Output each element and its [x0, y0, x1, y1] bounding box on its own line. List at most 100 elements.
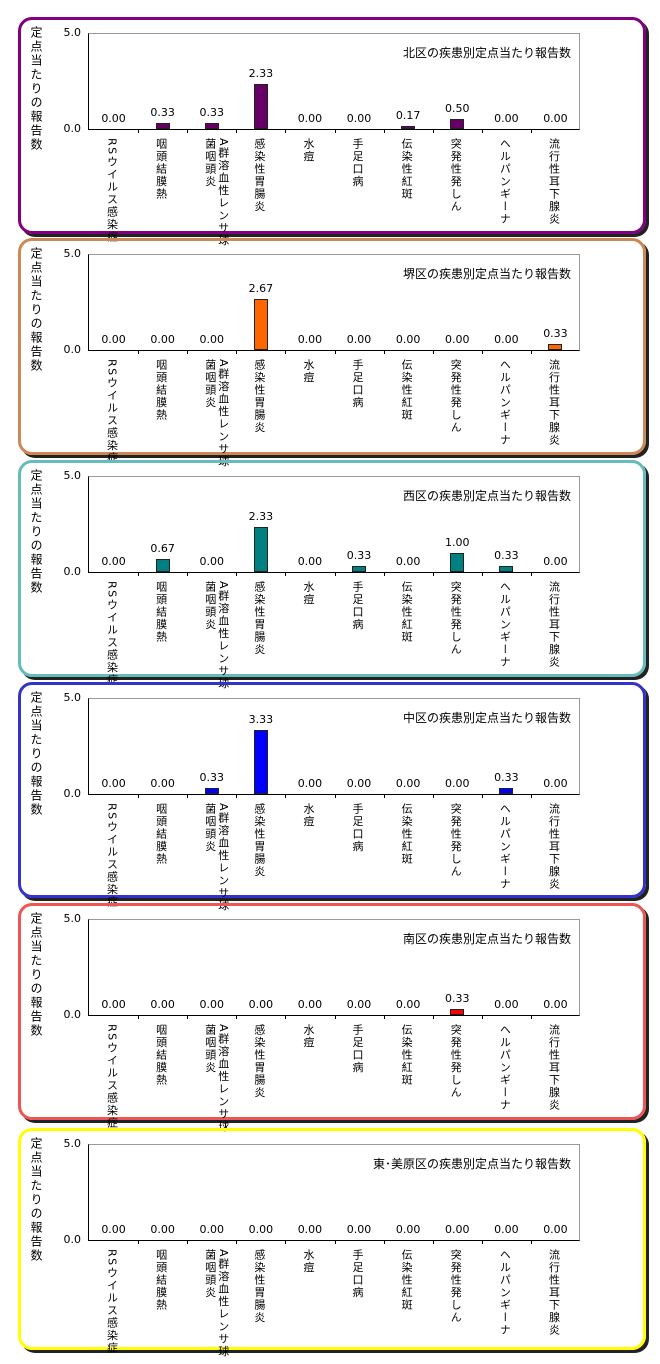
- x-tick: [236, 1240, 238, 1244]
- x-tick: [285, 350, 287, 354]
- x-category-label: 突発性発しん: [449, 1024, 463, 1099]
- data-label: 0.00: [199, 333, 225, 346]
- x-tick: [138, 794, 140, 798]
- x-category-label: ヘルパンギーナ: [498, 581, 512, 669]
- bar: [204, 788, 219, 794]
- x-tick: [285, 794, 287, 798]
- x-category-label: A群溶血性レンサ球菌咽頭炎: [203, 1024, 230, 1134]
- x-category-label: 咽頭結膜熱: [154, 581, 168, 644]
- x-tick: [285, 129, 287, 133]
- x-category-label: 伝染性紅斑: [400, 359, 414, 422]
- data-label: 0.00: [199, 555, 225, 568]
- x-category-label: 咽頭結膜熱: [154, 1024, 168, 1087]
- data-label: 0.00: [395, 777, 421, 790]
- bar: [204, 123, 219, 129]
- x-tick: [236, 350, 238, 354]
- x-category-label: RSウイルス感染症: [105, 138, 119, 244]
- data-label: 0.33: [494, 549, 519, 562]
- data-label: 0.00: [395, 333, 421, 346]
- x-tick: [334, 350, 336, 354]
- data-label: 0.00: [543, 112, 568, 125]
- data-label: 0.17: [395, 109, 421, 122]
- data-label: 0.00: [101, 777, 126, 790]
- data-label: 0.00: [199, 998, 225, 1011]
- chart-title: 堺区の疾患別定点当たり報告数: [402, 267, 571, 281]
- y-tick-label: 5.0: [63, 912, 82, 925]
- bar: [352, 566, 367, 572]
- x-category-label: 感染性胃腸炎: [252, 581, 266, 656]
- y-tick-label: 5.0: [63, 247, 82, 260]
- x-category-label: 伝染性紅斑: [400, 803, 414, 866]
- data-label: 0.00: [543, 1223, 568, 1236]
- y-tick-label: 0.0: [63, 1008, 82, 1021]
- data-label: 0.00: [297, 998, 323, 1011]
- x-tick: [138, 1240, 140, 1244]
- x-tick: [383, 350, 385, 354]
- x-tick: [432, 129, 434, 133]
- x-category-label: A群溶血性レンサ球菌咽頭炎: [203, 803, 230, 913]
- x-tick: [236, 129, 238, 133]
- x-category-label: ヘルパンギーナ: [498, 803, 512, 891]
- data-label: 0.00: [346, 1223, 372, 1236]
- y-tick-label: 5.0: [63, 1137, 82, 1150]
- x-tick: [432, 794, 434, 798]
- y-tick-label: 5.0: [63, 26, 82, 39]
- x-tick: [187, 350, 189, 354]
- x-tick: [236, 572, 238, 576]
- x-category-label: 突発性発しん: [449, 581, 463, 656]
- x-tick: [481, 1015, 483, 1019]
- x-category-label: ヘルパンギーナ: [498, 359, 512, 447]
- data-label: 0.00: [395, 1223, 421, 1236]
- data-label: 0.00: [346, 333, 372, 346]
- data-label: 0.00: [494, 998, 519, 1011]
- data-label: 0.33: [445, 992, 470, 1005]
- x-category-label: 感染性胃腸炎: [252, 1024, 266, 1099]
- x-tick: [236, 1015, 238, 1019]
- x-tick: [285, 1240, 287, 1244]
- x-tick: [383, 794, 385, 798]
- y-axis-label: 定点当たりの報告数: [29, 247, 43, 373]
- x-category-label: 手足口病: [351, 581, 365, 631]
- bar: [450, 119, 465, 129]
- data-label: 0.33: [543, 327, 568, 340]
- y-tick-label: 0.0: [63, 565, 82, 578]
- x-category-label: 突発性発しん: [449, 1249, 463, 1324]
- x-tick: [236, 794, 238, 798]
- x-category-label: ヘルパンギーナ: [498, 1249, 512, 1337]
- x-category-label: 伝染性紅斑: [400, 1024, 414, 1087]
- x-tick: [481, 129, 483, 133]
- y-tick-label: 0.0: [63, 787, 82, 800]
- data-label: 2.67: [248, 282, 274, 295]
- x-category-label: 流行性耳下腺炎: [547, 803, 561, 891]
- data-label: 0.00: [346, 112, 372, 125]
- x-category-label: 手足口病: [351, 359, 365, 409]
- data-label: 0.00: [150, 777, 175, 790]
- data-label: 0.00: [297, 555, 323, 568]
- chart-title: 中区の疾患別定点当たり報告数: [402, 711, 571, 725]
- x-category-label: 咽頭結膜熱: [154, 803, 168, 866]
- data-label: 0.50: [445, 102, 470, 115]
- x-tick: [334, 572, 336, 576]
- x-category-label: 咽頭結膜熱: [154, 138, 168, 201]
- x-tick: [432, 1015, 434, 1019]
- bar: [499, 566, 514, 572]
- data-label: 0.00: [101, 998, 126, 1011]
- data-label: 2.33: [248, 510, 274, 523]
- x-category-label: 水痘: [301, 803, 315, 828]
- x-category-label: 伝染性紅斑: [400, 581, 414, 644]
- x-category-label: 流行性耳下腺炎: [547, 359, 561, 447]
- data-label: 0.00: [150, 333, 175, 346]
- x-tick: [187, 572, 189, 576]
- x-tick: [138, 129, 140, 133]
- data-label: 0.00: [494, 333, 519, 346]
- data-label: 0.00: [494, 1223, 519, 1236]
- data-label: 0.00: [297, 777, 323, 790]
- data-label: 0.00: [494, 112, 519, 125]
- x-category-label: 水痘: [301, 1249, 315, 1274]
- x-tick: [187, 1240, 189, 1244]
- x-category-label: 手足口病: [351, 1024, 365, 1074]
- data-label: 0.33: [494, 771, 519, 784]
- data-label: 0.00: [297, 333, 323, 346]
- data-label: 0.00: [543, 777, 568, 790]
- x-tick: [187, 1015, 189, 1019]
